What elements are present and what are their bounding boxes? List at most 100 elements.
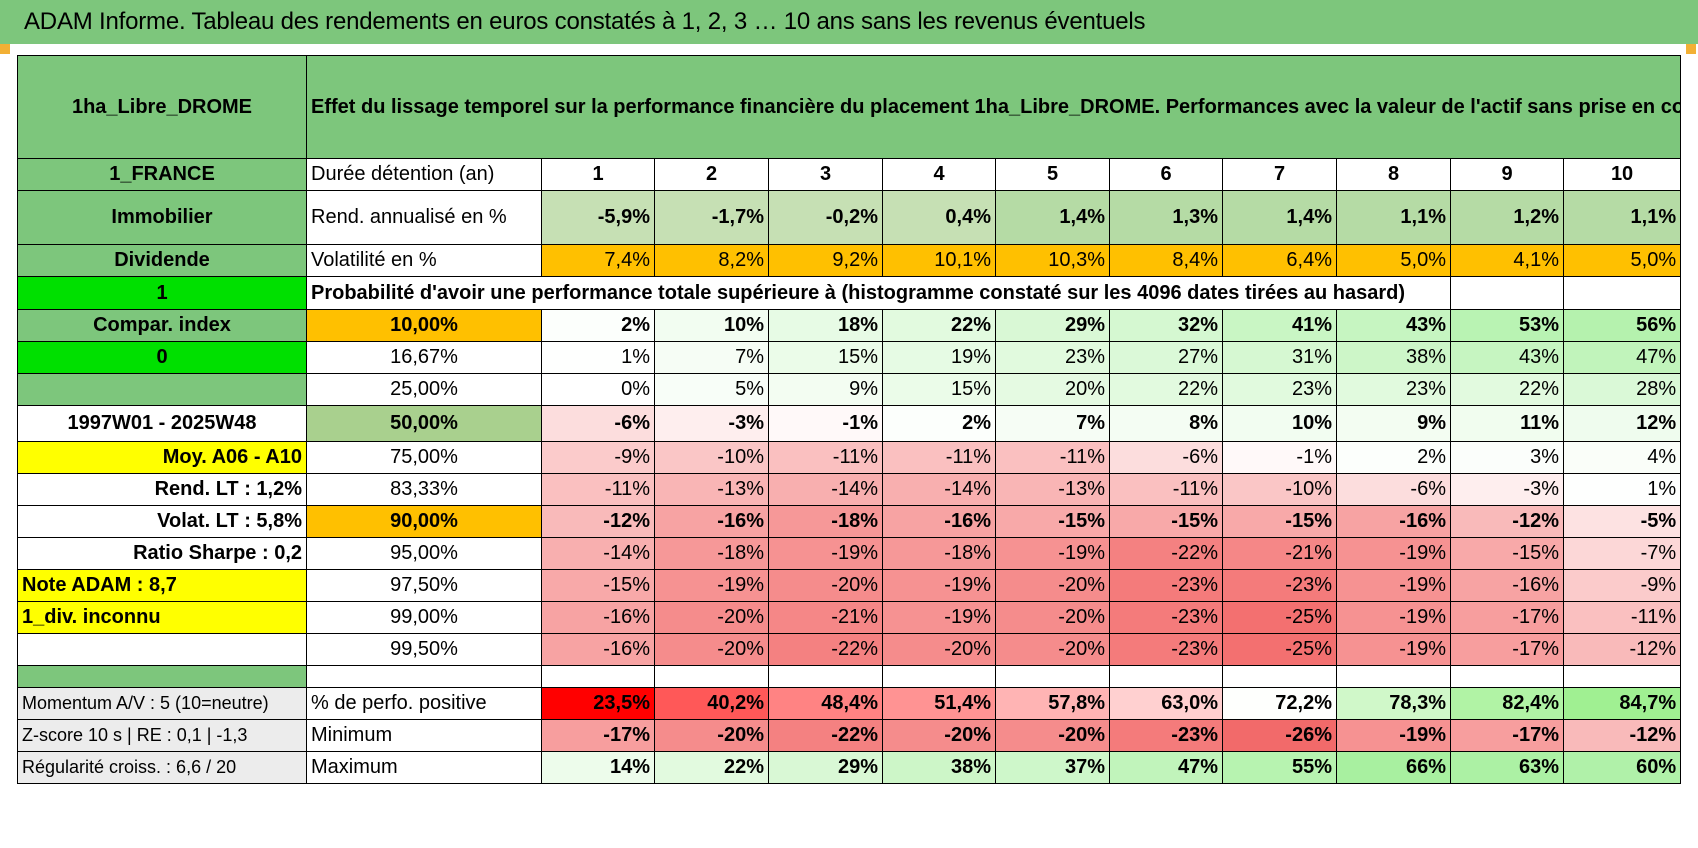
summary-value: -26% bbox=[1222, 719, 1337, 752]
summary-value: 72,2% bbox=[1222, 687, 1337, 720]
param2-cell: 0 bbox=[17, 341, 307, 374]
sharpe-label: Ratio Sharpe : 0,2 bbox=[17, 537, 307, 570]
durations-row: 1_FRANCE Durée détention (an) 1 2 3 4 5 6 7 8 9 10 bbox=[17, 158, 1682, 191]
quantile-value: 22% bbox=[1450, 373, 1564, 406]
summary-value: 60% bbox=[1562, 751, 1682, 784]
quantile-value: -6% bbox=[1109, 441, 1223, 474]
quantile-value: -13% bbox=[995, 473, 1110, 506]
gap-cell bbox=[995, 665, 1110, 688]
compar-label: Compar. index bbox=[17, 309, 307, 342]
summary-value: -20% bbox=[995, 719, 1110, 752]
duration-header: 9 bbox=[1450, 158, 1564, 191]
quantile-value: -20% bbox=[768, 569, 883, 602]
quantile-value: -15% bbox=[1222, 505, 1337, 538]
quantile-value: -11% bbox=[995, 441, 1110, 474]
rend-lt-label: Rend. LT : 1,2% bbox=[17, 473, 307, 506]
quantile-value: -19% bbox=[995, 537, 1110, 570]
quantile-value: -11% bbox=[1562, 601, 1682, 634]
summary-value: -20% bbox=[654, 719, 769, 752]
quantile-label: 50,00% bbox=[306, 405, 542, 442]
quantile-value: -22% bbox=[768, 633, 883, 666]
gap-row bbox=[17, 665, 1682, 688]
vol-value: 7,4% bbox=[541, 244, 655, 277]
quantile-row: Compar. index 10,00% 2% 10% 18% 22% 29% 32% 41% 4… bbox=[17, 309, 1682, 342]
vol-value: 5,0% bbox=[1336, 244, 1451, 277]
quantile-value: -14% bbox=[541, 537, 655, 570]
summary-value: 78,3% bbox=[1336, 687, 1451, 720]
quantile-value: 22% bbox=[1109, 373, 1223, 406]
rend-label: Rend. annualisé en % bbox=[306, 190, 542, 245]
quantile-row: Rend. LT : 1,2% 83,33% -11% -13% -14% -14% -13… bbox=[17, 473, 1682, 506]
summary-value: -17% bbox=[1450, 719, 1564, 752]
duration-header: 2 bbox=[654, 158, 769, 191]
quantile-row: Ratio Sharpe : 0,2 95,00% -14% -18% -19% -18%… bbox=[17, 537, 1682, 570]
rend-value: -1,7% bbox=[654, 190, 769, 245]
quantile-row: 99,50% -16% -20% -22% -20% -20% -23% -25% -19% -1… bbox=[17, 633, 1682, 666]
vol-value: 10,3% bbox=[995, 244, 1110, 277]
summary-value: 14% bbox=[541, 751, 655, 784]
quantile-value: -19% bbox=[882, 569, 996, 602]
summary-label: % de perfo. positive bbox=[306, 687, 542, 720]
prob-title-row: 1 Probabilité d'avoir une performance tot… bbox=[17, 276, 1682, 310]
quantile-value: 2% bbox=[1336, 441, 1451, 474]
quantile-value: -18% bbox=[654, 537, 769, 570]
quantile-value: -22% bbox=[1109, 537, 1223, 570]
quantile-value: -14% bbox=[882, 473, 996, 506]
duration-header: 5 bbox=[995, 158, 1110, 191]
quantile-value: 23% bbox=[1336, 373, 1451, 406]
quantile-value: -16% bbox=[882, 505, 996, 538]
quantile-label: 75,00% bbox=[306, 441, 542, 474]
quantile-row: 0 16,67% 1% 7% 15% 19% 23% 27% 31% 38% 43% 47% bbox=[17, 341, 1682, 374]
quantile-value: -16% bbox=[1450, 569, 1564, 602]
quantile-value: 20% bbox=[995, 373, 1110, 406]
quantile-value: -13% bbox=[654, 473, 769, 506]
performance-table: 1ha_Libre_DROME Effet du lissage temporel… bbox=[17, 55, 1682, 784]
vol-value: 5,0% bbox=[1562, 244, 1682, 277]
summary-value: 38% bbox=[882, 751, 996, 784]
durations-label: Durée détention (an) bbox=[306, 158, 542, 191]
header-row: 1ha_Libre_DROME Effet du lissage temporel… bbox=[17, 55, 1682, 159]
rend-value: -5,9% bbox=[541, 190, 655, 245]
quantile-value: -19% bbox=[1336, 601, 1451, 634]
quantile-row: 1_div. inconnu 99,00% -16% -20% -21% -19% -20%… bbox=[17, 601, 1682, 634]
vol-value: 4,1% bbox=[1450, 244, 1564, 277]
quantile-label: 10,00% bbox=[306, 309, 542, 342]
quantile-value: -1% bbox=[768, 405, 883, 442]
summary-value: 37% bbox=[995, 751, 1110, 784]
rend-value: 1,2% bbox=[1450, 190, 1564, 245]
quantile-label: 99,00% bbox=[306, 601, 542, 634]
quantile-value: -15% bbox=[1450, 537, 1564, 570]
duration-header: 6 bbox=[1109, 158, 1223, 191]
duration-header: 1 bbox=[541, 158, 655, 191]
quantile-value: 23% bbox=[1222, 373, 1337, 406]
quantile-value: 0% bbox=[541, 373, 655, 406]
summary-value: 84,7% bbox=[1562, 687, 1682, 720]
quantile-value: 38% bbox=[1336, 341, 1451, 374]
quantile-label: 16,67% bbox=[306, 341, 542, 374]
quantile-value: -11% bbox=[541, 473, 655, 506]
summary-value: 47% bbox=[1109, 751, 1223, 784]
summary-value: 22% bbox=[654, 751, 769, 784]
quantile-row: 25,00% 0% 5% 9% 15% 20% 22% 23% 23% 22% 28% bbox=[17, 373, 1682, 406]
moy-label: Moy. A06 - A10 bbox=[17, 441, 307, 474]
vol-label: Volatilité en % bbox=[306, 244, 542, 277]
quantile-value: -5% bbox=[1562, 505, 1682, 538]
quantile-value: -6% bbox=[1336, 473, 1451, 506]
quantile-value: -6% bbox=[541, 405, 655, 442]
quantile-value: 56% bbox=[1562, 309, 1682, 342]
summary-left-label: Régularité croiss. : 6,6 / 20 bbox=[17, 751, 307, 784]
vol-value: 10,1% bbox=[882, 244, 996, 277]
prob-title: Probabilité d'avoir une performance tota… bbox=[306, 276, 1451, 310]
empty-cell bbox=[1450, 276, 1564, 310]
quantile-value: 15% bbox=[768, 341, 883, 374]
summary-value: 82,4% bbox=[1450, 687, 1564, 720]
quantile-value: 2% bbox=[541, 309, 655, 342]
param1-cell: 1 bbox=[17, 276, 307, 310]
vol-row: Dividende Volatilité en % 7,4% 8,2% 9,2% 10,1… bbox=[17, 244, 1682, 277]
quantile-value: -12% bbox=[541, 505, 655, 538]
quantile-row: Note ADAM : 8,7 97,50% -15% -19% -20% -19% -20… bbox=[17, 569, 1682, 602]
quantile-value: -21% bbox=[768, 601, 883, 634]
rend-value: 1,3% bbox=[1109, 190, 1223, 245]
quantile-value: -17% bbox=[1450, 633, 1564, 666]
quantile-label: 25,00% bbox=[306, 373, 542, 406]
